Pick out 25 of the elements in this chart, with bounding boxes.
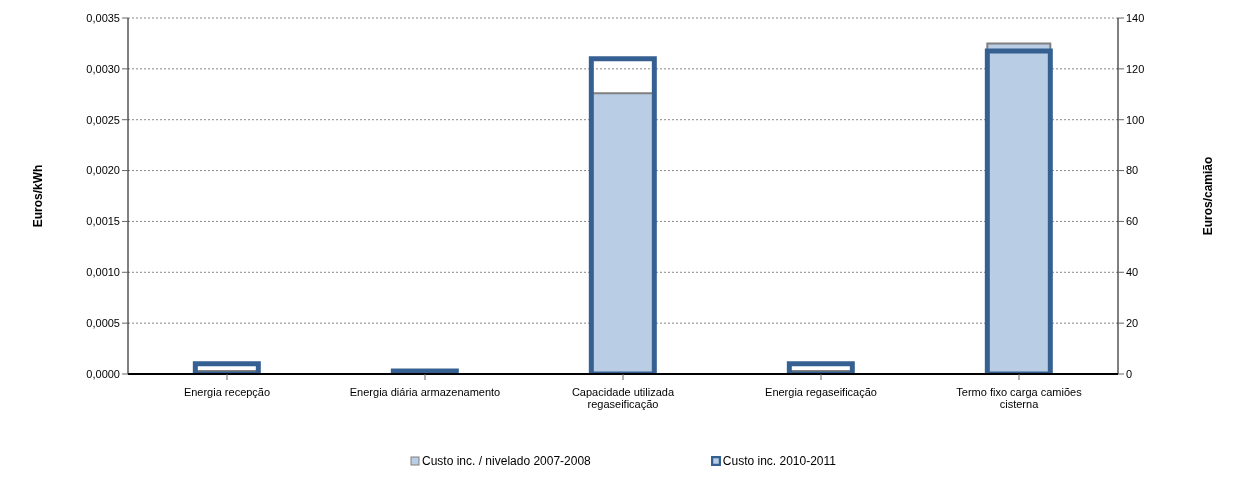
y-tick-label: 0,0005 [86,317,120,330]
legend-label: Custo inc. / nivelado 2007-2008 [421,454,591,468]
y-tick-label: 0,0000 [86,367,120,380]
y-tick-label: 0,0025 [86,113,120,126]
y2-tick-label: 40 [1126,266,1139,279]
x-tick-label: Energia regaseificação [765,386,877,398]
x-tick-label: Termo fixo carga camiões cisterna [956,386,1083,410]
x-tick-label: Energia recepção [183,386,271,398]
x-tick-label: Capacidade utilizada regaseificação [571,386,675,410]
y2-tick-label: 140 [1126,11,1145,24]
y-tick-label: 0,0035 [86,11,120,24]
y2-tick-label: 0 [1126,367,1133,380]
y2-tick-label: 60 [1126,215,1139,228]
y2-tick-label: 20 [1126,317,1139,330]
y-tick-label: 0,0015 [86,215,120,228]
y2-tick-label: 120 [1126,62,1145,75]
x-tick-label: Energia diária armazenamento [349,386,501,398]
y-tick-label: 0,0020 [86,164,120,177]
y-axis-title: Euros/kWh [31,164,46,228]
y-tick-label: 0,0010 [86,266,120,279]
y2-tick-label: 80 [1126,164,1139,177]
y2-axis-title: Euros/camião [1201,156,1216,236]
y2-tick-label: 100 [1126,113,1145,126]
legend-label: Custo inc. 2010-2011 [721,454,836,468]
y-tick-label: 0,0030 [86,62,120,75]
